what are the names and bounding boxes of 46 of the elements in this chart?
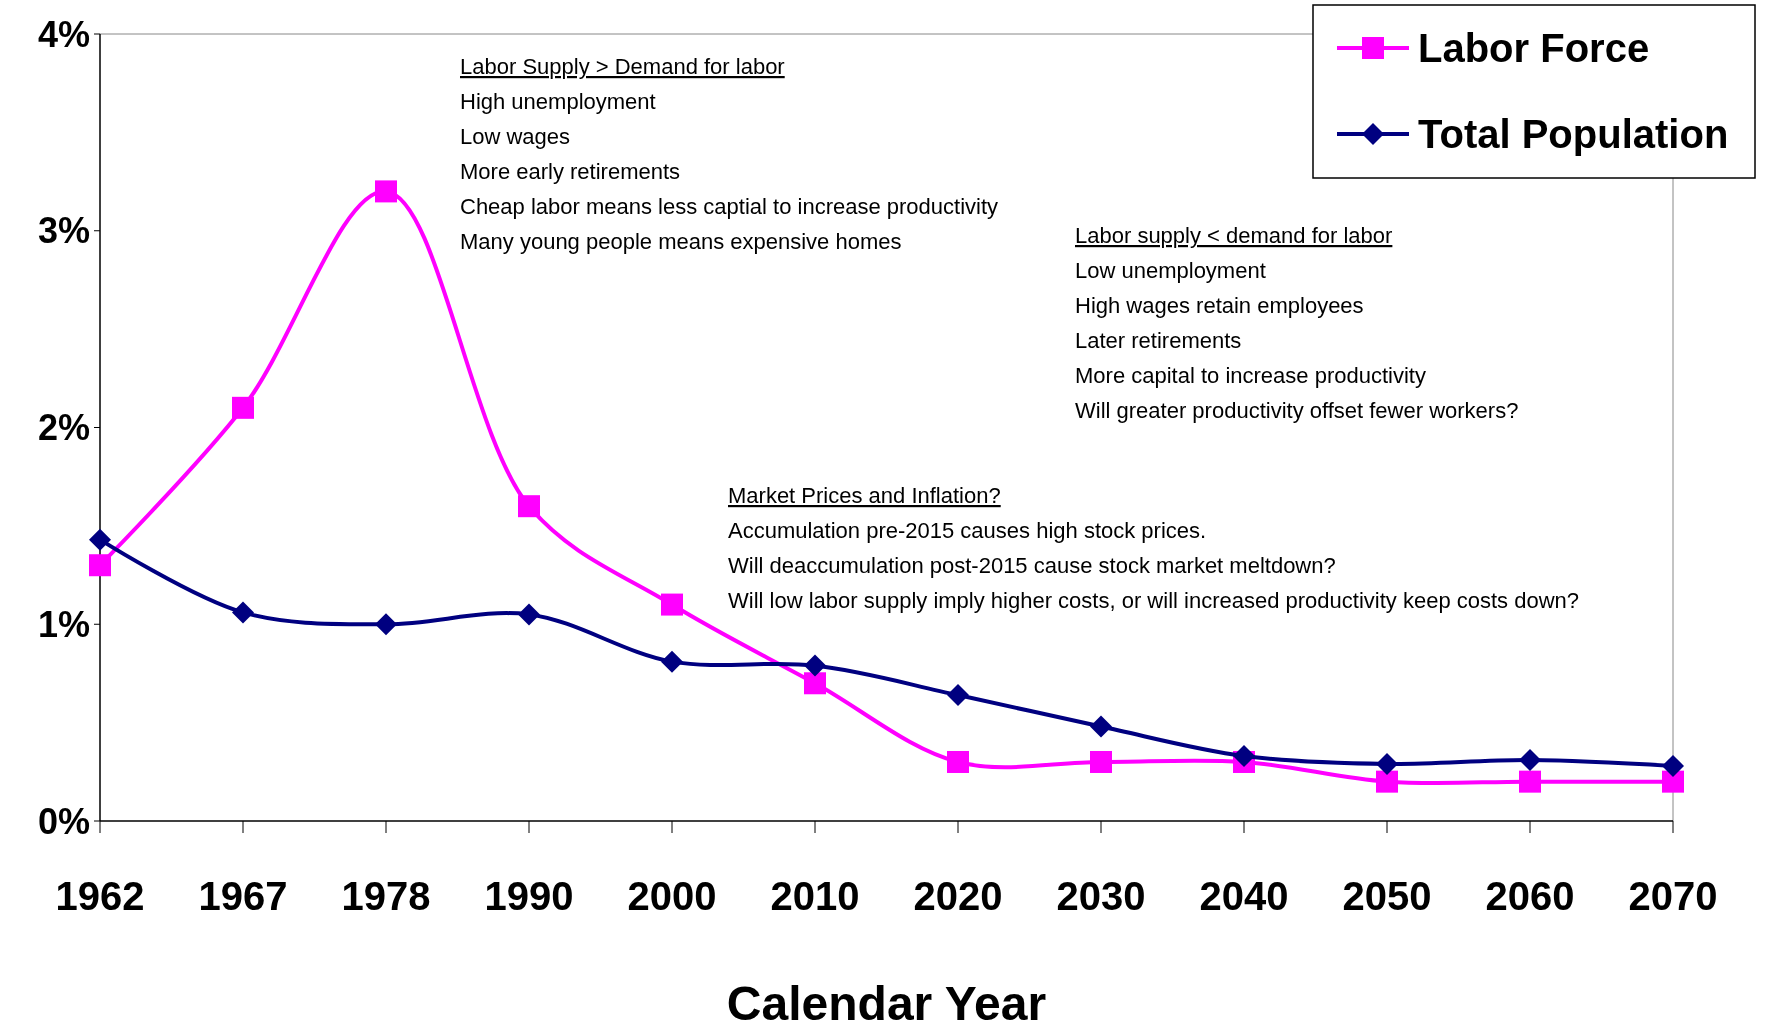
point [375,180,397,203]
point [804,654,826,677]
point [1233,745,1255,768]
point [1376,770,1398,793]
point [947,684,969,707]
legend-label: Labor Force [1418,26,1650,70]
point [1519,770,1541,793]
point [518,495,540,518]
point [518,603,540,626]
annotation: Market Prices and Inflation? Accumulation pre-2015 causes high stock prices. Will deaccumulation post-2015 cause stock market meltdown? Will low labor supply imply higher costs, or will increased productivity keep costs down? [728,483,1580,613]
point [232,601,254,624]
point [232,396,254,419]
y-tick-label: 2% [37,407,91,449]
point [947,750,969,773]
x-tick-label: 1967 [198,874,288,918]
point [1090,715,1112,738]
x-tick-label: 2010 [770,874,860,918]
y-tick-label: 3% [37,210,91,252]
annotation: Labor Supply > Demand for labor High unemployment Low wages More early retirements Cheap labor means less captial to increase productivity Many young people means expensive homes [460,54,999,254]
point [804,672,826,695]
x-tick-label: 1990 [484,874,574,918]
x-tick-label: 2070 [1628,874,1718,918]
x-axis-title: Calendar Year [726,977,1047,1030]
x-tick-label: 2020 [913,874,1003,918]
point [375,613,397,636]
y-tick-label: 4% [37,13,91,55]
x-tick-label: 1978 [341,874,431,918]
x-tick-label: 2040 [1199,874,1289,918]
x-tick-label: 1962 [55,874,145,918]
point [1090,750,1112,773]
point [1519,749,1541,772]
point [89,528,111,551]
x-tick-label: 2050 [1342,874,1432,918]
point [1662,754,1684,777]
x-tick-label: 2000 [627,874,717,918]
annotation: Labor supply < demand for labor Low unemployment High wages retain employees Later retirements More capital to increase productivity Will greater productivity offset fewer workers? [1075,223,1519,423]
point [1376,752,1398,775]
y-tick-label: 0% [37,800,91,842]
x-tick-label: 2060 [1485,874,1575,918]
point [661,593,683,616]
legend-label: Total Population [1418,112,1729,156]
point [89,554,111,577]
point [661,650,683,673]
x-tick-label: 2030 [1056,874,1146,918]
point [1662,770,1684,793]
y-tick-label: 1% [37,603,91,645]
